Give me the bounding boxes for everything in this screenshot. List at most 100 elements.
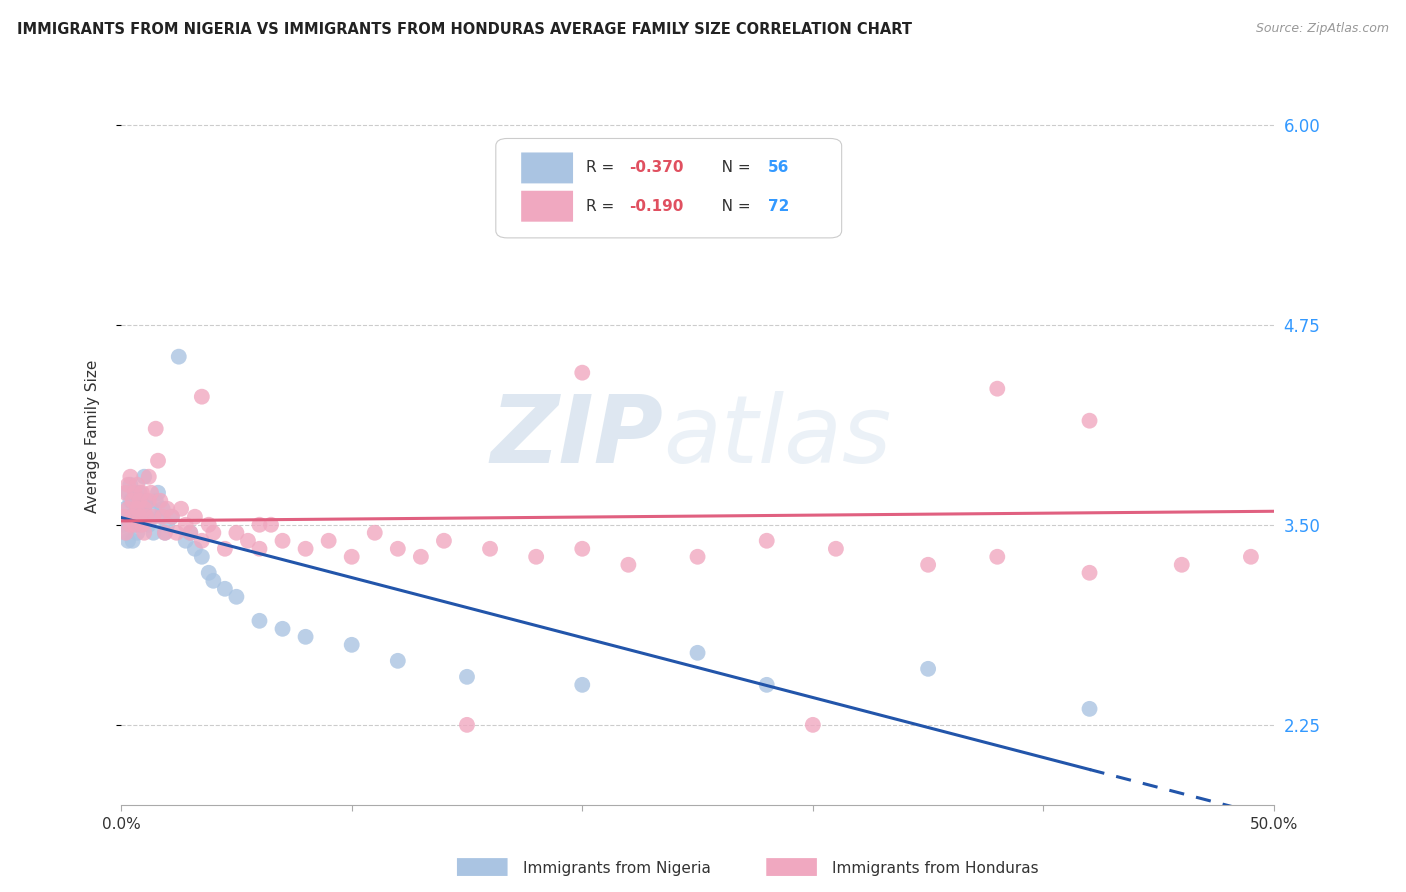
Point	[138, 469, 160, 483]
Point	[138, 493, 160, 508]
Point	[121, 509, 143, 524]
Point	[249, 517, 271, 532]
Point	[571, 678, 593, 692]
Point	[135, 509, 157, 524]
Point	[214, 541, 236, 556]
Point	[917, 558, 939, 572]
Point	[127, 525, 149, 540]
Point	[524, 549, 547, 564]
Point	[340, 549, 363, 564]
Point	[134, 501, 156, 516]
Point	[149, 493, 172, 508]
Point	[124, 485, 146, 500]
Text: R =: R =	[586, 161, 619, 176]
Point	[121, 533, 143, 548]
Point	[249, 614, 271, 628]
Point	[433, 533, 456, 548]
Point	[139, 501, 162, 516]
Point	[117, 485, 139, 500]
Point	[128, 485, 150, 500]
Point	[114, 485, 136, 500]
Point	[135, 509, 157, 524]
Point	[191, 390, 214, 404]
Point	[142, 509, 165, 524]
Point	[1078, 414, 1101, 428]
Point	[112, 509, 135, 524]
Point	[121, 493, 143, 508]
Point	[191, 549, 214, 564]
Point	[271, 622, 294, 636]
Point	[340, 638, 363, 652]
Point	[387, 541, 409, 556]
Point	[167, 350, 190, 364]
Point	[174, 533, 197, 548]
Text: Immigrants from Honduras: Immigrants from Honduras	[832, 862, 1039, 876]
Point	[124, 509, 146, 524]
Point	[986, 549, 1008, 564]
Point	[686, 549, 709, 564]
Point	[120, 493, 142, 508]
Text: IMMIGRANTS FROM NIGERIA VS IMMIGRANTS FROM HONDURAS AVERAGE FAMILY SIZE CORRELAT: IMMIGRANTS FROM NIGERIA VS IMMIGRANTS FR…	[17, 22, 912, 37]
Point	[134, 525, 156, 540]
Point	[127, 501, 149, 516]
Point	[1078, 702, 1101, 716]
Point	[131, 493, 153, 508]
Point	[294, 630, 316, 644]
Point	[160, 509, 183, 524]
Point	[145, 493, 167, 508]
Point	[124, 485, 146, 500]
Point	[1240, 549, 1263, 564]
Point	[120, 517, 142, 532]
Point	[686, 646, 709, 660]
Point	[112, 517, 135, 532]
Point	[127, 501, 149, 516]
Point	[409, 549, 432, 564]
Point	[214, 582, 236, 596]
Point	[128, 493, 150, 508]
Point	[271, 533, 294, 548]
Text: R =: R =	[586, 199, 619, 214]
Point	[174, 517, 197, 532]
Point	[170, 501, 193, 516]
Point	[364, 525, 387, 540]
Point	[479, 541, 502, 556]
Point	[117, 501, 139, 516]
Point	[117, 477, 139, 491]
Point	[117, 509, 139, 524]
Point	[120, 469, 142, 483]
Point	[127, 477, 149, 491]
Point	[249, 541, 271, 556]
Point	[202, 574, 225, 588]
Point	[184, 541, 207, 556]
Text: 56: 56	[768, 161, 789, 176]
Text: -0.190: -0.190	[630, 199, 683, 214]
Point	[146, 454, 169, 468]
Point	[131, 485, 153, 500]
FancyBboxPatch shape	[522, 191, 574, 222]
Point	[120, 477, 142, 491]
Text: -0.370: -0.370	[630, 161, 685, 176]
Point	[179, 525, 201, 540]
Y-axis label: Average Family Size: Average Family Size	[86, 360, 100, 514]
Text: ZIP: ZIP	[491, 391, 664, 483]
Point	[127, 509, 149, 524]
Point	[149, 509, 172, 524]
Point	[120, 517, 142, 532]
Point	[166, 525, 188, 540]
Point	[755, 678, 778, 692]
Point	[260, 517, 283, 532]
Point	[156, 517, 179, 532]
Point	[152, 501, 174, 516]
Point	[191, 533, 214, 548]
Text: Immigrants from Nigeria: Immigrants from Nigeria	[523, 862, 711, 876]
Text: Source: ZipAtlas.com: Source: ZipAtlas.com	[1256, 22, 1389, 36]
Point	[456, 718, 478, 732]
Point	[197, 566, 219, 580]
Point	[236, 533, 259, 548]
Point	[114, 525, 136, 540]
Point	[986, 382, 1008, 396]
FancyBboxPatch shape	[496, 138, 842, 238]
Point	[825, 541, 848, 556]
Point	[142, 525, 165, 540]
Point	[1078, 566, 1101, 580]
